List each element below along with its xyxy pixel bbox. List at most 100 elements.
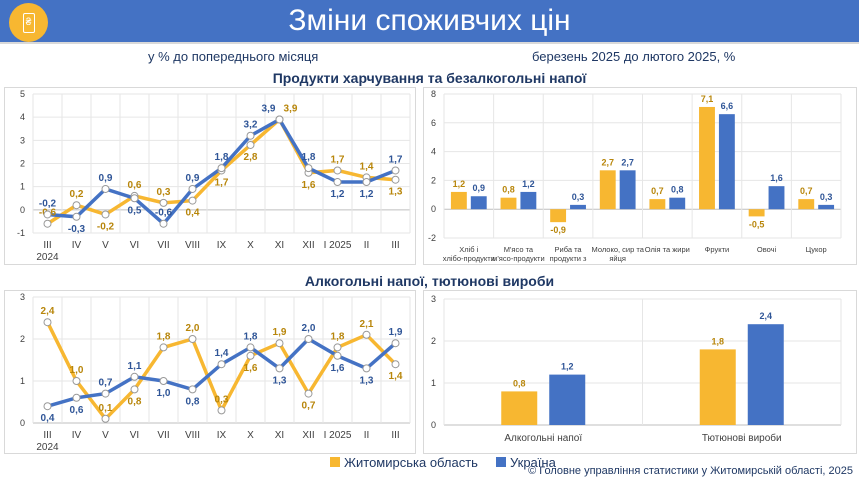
data-label: 0,2 <box>70 189 84 200</box>
data-label: 0,3 <box>215 394 229 405</box>
data-label: 7,1 <box>701 94 714 104</box>
data-label: 2,7 <box>621 157 634 167</box>
data-point <box>101 210 110 219</box>
data-label: 1,6 <box>770 173 783 183</box>
x-tick-label: I 2025 <box>324 240 352 251</box>
data-label: 1,8 <box>302 152 316 163</box>
legend-item-ukraine: Україна <box>495 455 556 470</box>
data-point <box>246 343 255 352</box>
x-tick-label: XI <box>275 430 284 441</box>
subtitle-left: у % до попереднього місяця <box>148 49 319 64</box>
x-tick-label: X <box>247 430 254 441</box>
data-label: 0,8 <box>513 378 526 388</box>
data-point <box>362 178 371 187</box>
data-point <box>362 330 371 339</box>
x-tick-label: IV <box>72 430 82 441</box>
x-tick-label: VII <box>157 240 169 251</box>
legend-label-ukraine: Україна <box>509 455 556 470</box>
data-label: 2,4 <box>759 311 772 321</box>
x-tick-label: Хліб і хлібо-продукти <box>443 245 495 263</box>
data-point <box>391 339 400 348</box>
y-tick-label: -2 <box>428 233 436 243</box>
legend-label-region: Житомирська область <box>344 455 478 470</box>
y-tick-label: 1 <box>20 182 25 192</box>
x-tick-label: VI <box>130 240 139 251</box>
data-point <box>101 184 110 193</box>
data-label: 0,8 <box>128 396 142 407</box>
data-point <box>391 166 400 175</box>
x-tick-label: IX <box>217 240 227 251</box>
data-label: 3,9 <box>284 103 298 114</box>
data-label: -0,3 <box>68 224 86 235</box>
bar-ukraine <box>818 204 835 210</box>
page-title: Зміни споживчих цін <box>288 4 571 37</box>
data-label: 1,6 <box>302 180 316 191</box>
food-bar-chart-panel: -2 0 2 4 6 8 Хліб і хлібо-продукти М'ясо та м'ясо… <box>423 87 857 272</box>
y-tick-label: 0 <box>20 205 25 215</box>
y-tick-label: 5 <box>20 89 25 99</box>
bar-ukraine <box>549 374 586 425</box>
data-point <box>217 406 226 415</box>
food-line-chart-panel: -1 0 1 2 3 4 5 III IV V VI VII VIII IX X XI XII I 2025 II I… <box>4 87 416 265</box>
data-label: 1,3 <box>389 187 403 198</box>
data-label: 0,6 <box>128 180 142 191</box>
bar-region <box>699 349 736 425</box>
data-label: 1,7 <box>215 177 229 188</box>
x-tick-label: II <box>364 430 370 441</box>
y-tick-label: 6 <box>431 118 436 128</box>
x-tick-label: XI <box>275 240 284 251</box>
bar-region <box>599 170 616 210</box>
data-point <box>159 377 168 385</box>
data-point <box>43 402 52 411</box>
y-tick-label: 2 <box>431 336 436 346</box>
data-label: 0,7 <box>302 401 316 412</box>
x-tick-label: III <box>43 240 51 251</box>
x-tick-label: Молоко, сир та яйця <box>591 245 644 263</box>
data-point <box>275 339 284 348</box>
data-label: 2,1 <box>360 319 374 330</box>
bar-ukraine <box>768 186 785 210</box>
data-label: 1,2 <box>561 362 574 372</box>
bar-ukraine <box>570 204 586 210</box>
y-tick-label: 4 <box>431 147 436 157</box>
data-point <box>246 351 255 360</box>
data-point <box>43 318 52 327</box>
data-label: 0,3 <box>820 192 833 202</box>
data-label: 0,3 <box>572 192 585 202</box>
x-tick-label: Фрукти <box>705 245 730 254</box>
y-tick-label: 0 <box>431 204 436 214</box>
data-label: 0,7 <box>99 378 113 389</box>
y-tick-label: 1 <box>20 376 25 386</box>
bar-region <box>450 191 467 210</box>
data-label: 1,2 <box>360 189 374 200</box>
data-label: 1,8 <box>215 152 229 163</box>
bar-region <box>699 106 715 210</box>
x-tick-label: Олія та жири <box>645 245 690 254</box>
bar-region <box>798 199 815 210</box>
subtitle-right: березень 2025 до лютого 2025, % <box>532 49 736 64</box>
data-point <box>362 364 371 373</box>
x-tick-label: V <box>102 430 109 441</box>
data-point <box>246 140 255 149</box>
x-tick-label: X <box>247 240 254 251</box>
data-label: 3,9 <box>262 103 276 114</box>
alcohol-line-chart-panel: 0 1 2 3 III IV V VI VII VIII IX X XI XII I 2025 II III 20… <box>4 290 416 454</box>
y-tick-label: 4 <box>20 112 25 122</box>
x-tick-label: Тютюнові вироби <box>702 432 782 444</box>
data-label: 2,4 <box>41 306 55 317</box>
data-point <box>333 166 342 175</box>
data-label: 1,2 <box>522 179 535 189</box>
data-label: 2,0 <box>186 323 200 334</box>
data-label: 1,4 <box>215 348 229 359</box>
y-tick-label: 2 <box>20 159 25 169</box>
x-tick-label: III <box>391 430 399 441</box>
y-tick-label: 3 <box>431 294 436 304</box>
data-point <box>101 414 110 423</box>
y-tick-label: 8 <box>431 89 436 99</box>
data-point <box>217 360 226 369</box>
data-point <box>333 351 342 360</box>
y-tick-label: 3 <box>20 135 25 145</box>
data-label: 0,8 <box>671 185 684 195</box>
y-tick-label: -1 <box>17 228 25 238</box>
